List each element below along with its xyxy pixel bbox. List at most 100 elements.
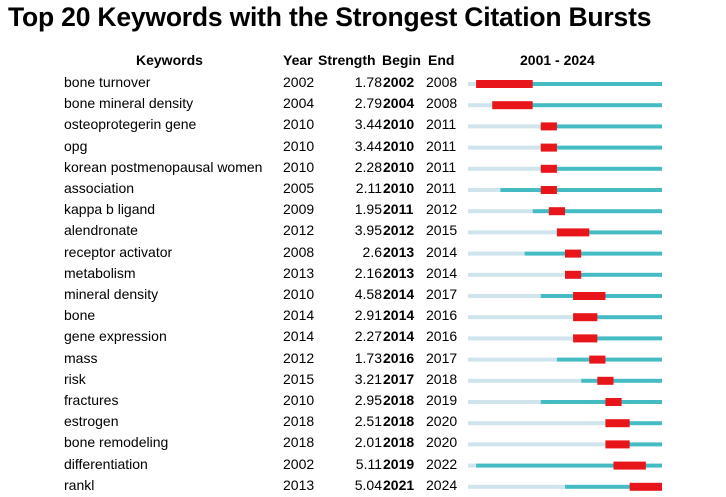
- row-begin: 2010: [383, 180, 415, 196]
- burst-bar: [540, 186, 557, 194]
- row-year: 2013: [283, 476, 315, 493]
- row-begin: 2011: [383, 201, 414, 218]
- row-end: 2022: [426, 455, 458, 472]
- row-strength: 2.6: [362, 243, 382, 260]
- row-begin: 2016: [383, 349, 415, 366]
- row-strength: 1.78: [354, 74, 382, 90]
- row-year: 2010: [283, 116, 315, 133]
- timeline-before-bar: [468, 103, 493, 108]
- timeline-before-bar: [468, 484, 565, 489]
- row-year: 2004: [283, 95, 315, 112]
- row-keyword: differentiation: [64, 455, 148, 472]
- burst-bar: [540, 122, 557, 131]
- burst-bar: [476, 80, 533, 88]
- row-keyword: mineral density: [64, 286, 159, 302]
- timeline-active-bar: [532, 209, 662, 214]
- row-end: 2011: [426, 158, 457, 175]
- row-keyword: bone turnover: [64, 74, 151, 90]
- burst-bar: [573, 334, 598, 343]
- row-year: 2012: [283, 349, 315, 366]
- row-strength: 4.58: [354, 286, 382, 302]
- row-begin: 2010: [383, 116, 415, 133]
- timeline-active-bar: [565, 272, 662, 277]
- row-end: 2020: [426, 434, 458, 451]
- row-keyword: association: [64, 180, 135, 196]
- timeline-active-bar: [605, 442, 662, 447]
- burst-bar: [540, 143, 557, 152]
- row-end: 2017: [426, 349, 458, 366]
- header-keywords: Keywords: [136, 52, 203, 68]
- timeline-before-bar: [468, 251, 525, 256]
- burst-row: association 2005 2.11 2010 2011: [0, 179, 726, 200]
- row-begin: 2017: [383, 370, 415, 387]
- row-strength: 2.79: [354, 95, 382, 112]
- row-begin: 2002: [383, 74, 415, 90]
- burst-row: bone turnover 2002 1.78 2002 2008: [0, 73, 726, 94]
- row-strength: 3.44: [354, 116, 382, 133]
- header-begin: Begin: [382, 52, 421, 68]
- header-year: Year: [283, 52, 313, 68]
- row-year: 2009: [283, 201, 315, 218]
- row-year: 2010: [283, 137, 315, 154]
- row-year: 2013: [283, 264, 315, 281]
- timeline-active-bar: [500, 188, 662, 192]
- burst-row: kappa b ligand 2009 1.95 2011 2012: [0, 200, 726, 221]
- burst-bar: [613, 461, 646, 470]
- row-strength: 2.16: [354, 264, 382, 281]
- timeline-active-bar: [581, 378, 662, 383]
- burst-row: rankl 2013 5.04 2021 2024: [0, 476, 726, 497]
- burst-bar: [540, 164, 557, 173]
- row-strength: 2.95: [354, 392, 382, 408]
- row-keyword: fractures: [64, 392, 119, 408]
- burst-row: estrogen 2018 2.51 2018 2020: [0, 412, 726, 433]
- row-end: 2019: [426, 392, 458, 408]
- row-end: 2011: [426, 180, 457, 196]
- row-strength: 3.44: [354, 137, 382, 154]
- burst-row: alendronate 2012 3.95 2012 2015: [0, 221, 726, 242]
- burst-bar: [573, 292, 606, 300]
- row-year: 2014: [283, 328, 315, 345]
- row-begin: 2012: [383, 222, 415, 239]
- burst-row: osteoprotegerin gene 2010 3.44 2010 2011: [0, 115, 726, 136]
- timeline-active-bar: [605, 421, 662, 426]
- timeline-before-bar: [468, 124, 541, 129]
- timeline-active-bar: [556, 357, 662, 362]
- row-begin: 2004: [383, 95, 415, 112]
- row-begin: 2014: [383, 307, 415, 324]
- timeline-active-bar: [540, 400, 662, 404]
- timeline-active-bar: [540, 124, 662, 129]
- header-end: End: [428, 52, 455, 68]
- burst-row: bone 2014 2.91 2014 2016: [0, 306, 726, 327]
- row-strength: 1.73: [354, 349, 382, 366]
- row-end: 2012: [426, 201, 458, 218]
- chart-title: Top 20 Keywords with the Strongest Citat…: [8, 2, 652, 32]
- row-keyword: gene expression: [64, 328, 167, 345]
- row-keyword: bone mineral density: [64, 95, 194, 112]
- timeline-active-bar: [524, 251, 662, 256]
- timeline-before-bar: [468, 230, 557, 235]
- timeline-before-bar: [468, 166, 541, 171]
- timeline-before-bar: [468, 294, 541, 298]
- burst-row: risk 2015 3.21 2017 2018: [0, 370, 726, 391]
- row-begin: 2010: [383, 137, 415, 154]
- timeline-before-bar: [468, 209, 533, 214]
- timeline-before-bar: [468, 463, 477, 468]
- row-strength: 2.91: [354, 307, 382, 324]
- row-begin: 2014: [383, 286, 415, 302]
- row-keyword: risk: [64, 370, 86, 387]
- burst-bar: [556, 228, 590, 237]
- row-year: 2010: [283, 158, 315, 175]
- row-year: 2002: [283, 455, 315, 472]
- row-strength: 2.51: [354, 413, 382, 430]
- burst-bar: [589, 355, 606, 364]
- row-year: 2014: [283, 307, 315, 324]
- row-keyword: kappa b ligand: [64, 201, 156, 218]
- row-begin: 2013: [383, 243, 415, 260]
- row-keyword: korean postmenopausal women: [64, 158, 263, 175]
- timeline-before-bar: [468, 145, 541, 150]
- burst-bar: [605, 419, 630, 428]
- timeline-active-bar: [573, 315, 662, 320]
- row-year: 2005: [283, 180, 315, 196]
- burst-row: korean postmenopausal women 2010 2.28 2010 2…: [0, 158, 726, 179]
- row-begin: 2018: [383, 434, 415, 451]
